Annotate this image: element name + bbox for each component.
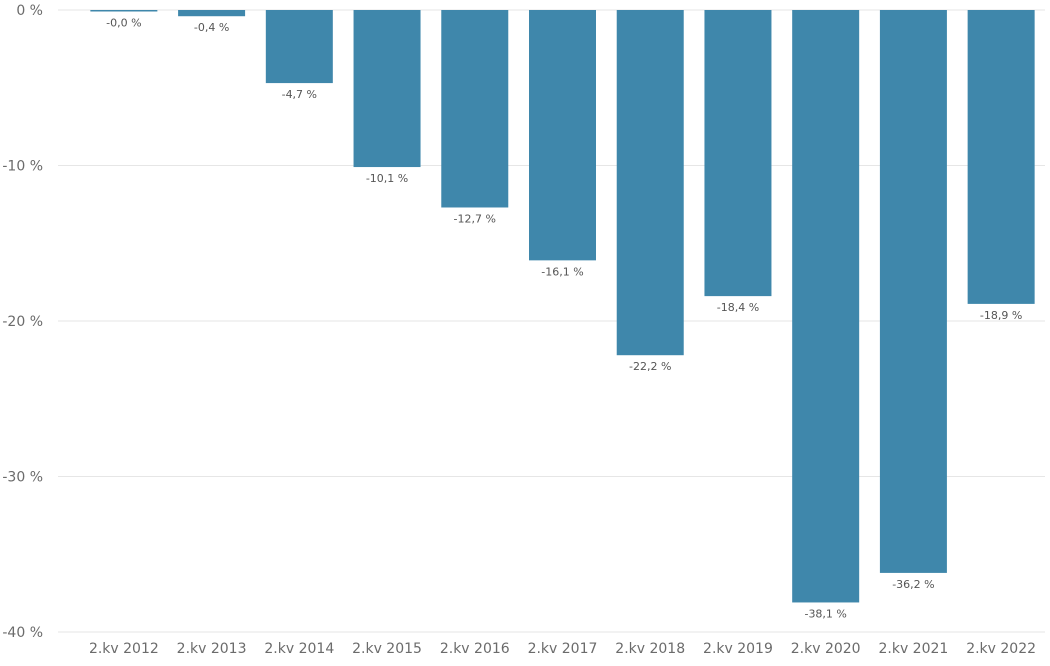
data-label: -0,0 % xyxy=(106,17,141,30)
data-labels: -0,0 % -0,4 % -4,7 % -10,1 % -12,7 % -16,1 % -… xyxy=(106,17,1022,621)
x-tick-label: 2.kv 2015 xyxy=(352,641,422,657)
data-label: -38,1 % xyxy=(804,607,846,620)
x-tick-label: 2.kv 2016 xyxy=(440,641,510,657)
bar xyxy=(704,10,772,297)
data-label: -12,7 % xyxy=(454,212,496,225)
bar xyxy=(265,10,333,84)
bar xyxy=(879,10,947,573)
data-label: -16,1 % xyxy=(541,265,583,278)
data-label: -4,7 % xyxy=(282,88,317,101)
x-tick-label: 2.kv 2020 xyxy=(791,641,861,657)
y-tick-label: -10 % xyxy=(2,159,43,175)
y-tick-label: -40 % xyxy=(2,625,43,641)
data-label: -36,2 % xyxy=(892,578,934,591)
x-tick-label: 2.kv 2018 xyxy=(615,641,685,657)
x-tick-label: 2.kv 2014 xyxy=(264,641,334,657)
x-tick-label: 2.kv 2019 xyxy=(703,641,773,657)
data-label: -22,2 % xyxy=(629,360,671,373)
y-tick-label: -20 % xyxy=(2,314,43,330)
x-tick-label: 2.kv 2022 xyxy=(966,641,1036,657)
y-tick-label: 0 % xyxy=(16,3,43,19)
bar xyxy=(90,10,158,12)
data-label: -18,4 % xyxy=(717,301,759,314)
x-tick-label: 2.kv 2013 xyxy=(177,641,247,657)
bar xyxy=(967,10,1035,304)
x-axis-ticks: 2.kv 2012 2.kv 2013 2.kv 2014 2.kv 2015 2.kv… xyxy=(89,641,1036,657)
y-tick-label: -30 % xyxy=(2,470,43,486)
bar xyxy=(178,10,246,17)
data-label: -10,1 % xyxy=(366,172,408,185)
data-label: -0,4 % xyxy=(194,21,229,34)
bar xyxy=(353,10,421,168)
y-axis-ticks: 0 % -10 % -20 % -30 % -40 % xyxy=(2,3,43,641)
x-tick-label: 2.kv 2012 xyxy=(89,641,159,657)
data-label: -18,9 % xyxy=(980,309,1022,322)
x-tick-label: 2.kv 2021 xyxy=(878,641,948,657)
x-tick-label: 2.kv 2017 xyxy=(528,641,598,657)
bar xyxy=(529,10,596,261)
bars xyxy=(90,10,1035,603)
bar xyxy=(616,10,684,356)
bar xyxy=(441,10,509,208)
bar xyxy=(792,10,860,603)
